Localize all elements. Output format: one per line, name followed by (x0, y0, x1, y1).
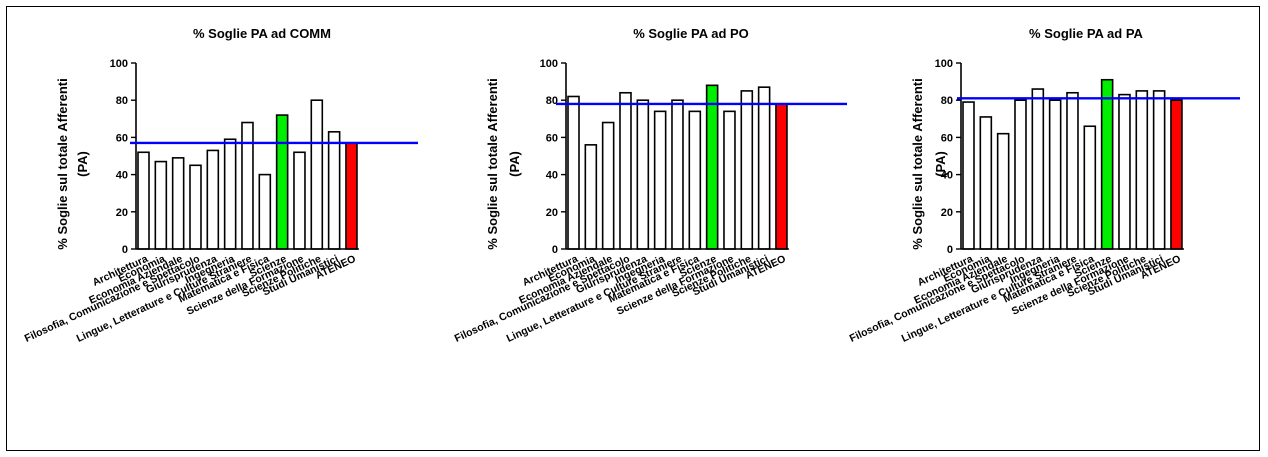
bar-0 (567, 95, 580, 250)
bar-10 (1135, 90, 1149, 250)
y-tick-label: 20 (116, 207, 128, 219)
bar-10 (310, 99, 324, 250)
bar-12 (1170, 99, 1183, 250)
chart-title: % Soglie PA ad COMM (193, 26, 331, 41)
bar-8 (1100, 78, 1114, 250)
y-tick-label: 100 (110, 58, 128, 70)
y-tick-label: 20 (941, 207, 953, 219)
bar-9 (1118, 93, 1131, 250)
bar-8 (275, 114, 289, 250)
chart-panel-2: % Soglie PA ad PO % Soglie sul totale Aff… (453, 26, 847, 345)
bar-6 (671, 99, 684, 250)
bar-12 (775, 103, 788, 250)
figure-border (6, 6, 1260, 451)
bar-4 (636, 99, 650, 250)
bar-0 (962, 101, 975, 250)
bar-6 (241, 121, 254, 250)
bar-4 (1031, 88, 1045, 250)
y-axis-label-line-1: % Soglie sul totale Afferenti (55, 78, 70, 249)
bar-9 (293, 151, 306, 250)
y-axis-label-line-1: % Soglie sul totale Afferenti (910, 78, 925, 249)
y-tick-label: 40 (941, 170, 953, 182)
y-tick-label: 80 (116, 95, 128, 107)
bar-1 (154, 160, 168, 250)
bar-5 (223, 138, 237, 250)
y-tick-label: 20 (546, 207, 558, 219)
chart-panel-3: % Soglie PA ad PA % Soglie sul totale Aff… (848, 26, 1240, 345)
bar-1 (979, 116, 993, 250)
y-tick-label: 60 (546, 132, 558, 144)
bar-0 (137, 151, 150, 250)
bar-5 (1048, 99, 1062, 250)
chart-title: % Soglie PA ad PA (1029, 26, 1144, 41)
y-tick-label: 100 (540, 58, 558, 70)
bar-3 (1014, 99, 1027, 250)
chart-title: % Soglie PA ad PO (633, 26, 749, 41)
bar-4 (206, 149, 220, 250)
bar-7 (688, 110, 702, 250)
bar-10 (740, 90, 754, 250)
bar-8 (705, 84, 719, 250)
bar-11 (1152, 90, 1166, 250)
y-tick-label: 60 (116, 132, 128, 144)
y-tick-label: 100 (935, 58, 953, 70)
bar-9 (723, 110, 736, 250)
chart-panel-1: % Soglie PA ad COMM % Soglie sul totale A… (23, 26, 418, 345)
y-tick-label: 80 (546, 95, 558, 107)
bar-12 (345, 142, 358, 250)
bar-5 (653, 110, 667, 250)
y-tick-label: 60 (941, 132, 953, 144)
y-tick-label: 40 (546, 170, 558, 182)
y-tick-label: 0 (122, 244, 128, 256)
y-tick-label: 0 (552, 244, 558, 256)
y-tick-label: 40 (116, 170, 128, 182)
bar-11 (757, 86, 771, 250)
bar-7 (1083, 125, 1097, 250)
bar-1 (584, 144, 598, 250)
y-axis-label-line-2: (PA) (933, 151, 948, 177)
y-axis-label-line-2: (PA) (75, 151, 90, 177)
y-axis-label-line-2: (PA) (507, 151, 522, 177)
bar-2 (601, 121, 615, 250)
bar-11 (327, 131, 341, 250)
bar-7 (258, 173, 272, 250)
y-axis-label-line-1: % Soglie sul totale Afferenti (485, 78, 500, 249)
bar-3 (619, 91, 632, 250)
y-tick-label: 0 (947, 244, 953, 256)
y-tick-label: 80 (941, 95, 953, 107)
bar-6 (1066, 91, 1079, 250)
bar-2 (996, 132, 1010, 250)
bar-2 (171, 157, 185, 250)
bar-3 (189, 164, 202, 250)
